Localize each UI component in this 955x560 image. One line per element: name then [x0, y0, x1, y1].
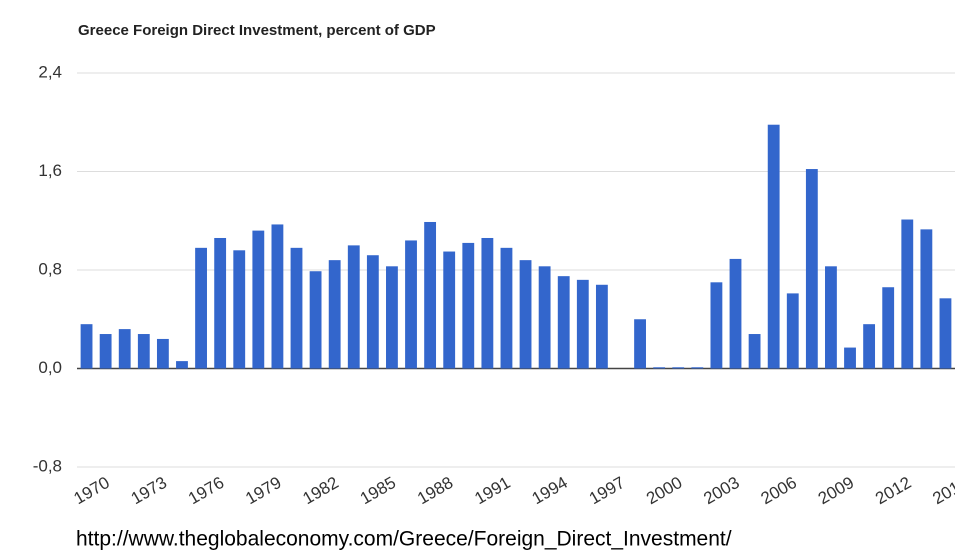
bar	[653, 367, 666, 369]
bar	[156, 338, 169, 369]
x-tick-label: 1985	[357, 473, 399, 508]
bar	[557, 276, 570, 369]
x-tick-label: 1988	[414, 473, 456, 508]
y-tick-label: 2,4	[38, 62, 62, 81]
bar	[405, 240, 417, 369]
bar	[462, 242, 475, 369]
x-tick-label: 1982	[300, 473, 342, 508]
x-tick-label: 1973	[128, 473, 170, 508]
bar	[576, 279, 589, 369]
bar	[519, 260, 532, 369]
bar	[271, 224, 284, 369]
x-tick-label: 1976	[185, 473, 227, 508]
bar	[729, 258, 742, 369]
source: http://www.theglobaleconomy.com/Greece/F…	[76, 528, 732, 551]
bar	[80, 324, 93, 369]
bar	[195, 247, 207, 369]
x-tick-label: 2015	[929, 473, 955, 508]
bar	[118, 329, 131, 369]
bar	[233, 250, 246, 369]
x-tick-label: 1997	[586, 473, 628, 508]
bar	[366, 255, 379, 369]
bar	[767, 124, 780, 369]
x-tick-label: 1991	[471, 473, 513, 508]
bar	[309, 271, 322, 369]
bar	[424, 221, 437, 369]
bar	[214, 237, 227, 369]
bar	[901, 219, 914, 369]
x-tick-label: 1970	[71, 473, 113, 508]
bar	[748, 334, 761, 369]
bar	[672, 367, 685, 369]
x-tick-label: 1994	[529, 473, 571, 508]
bar	[844, 347, 856, 369]
bar	[634, 319, 646, 369]
bar	[825, 266, 837, 369]
y-tick-label: 0,8	[38, 259, 62, 278]
x-tick-label: 2006	[758, 473, 800, 508]
x-tick-label: 2009	[815, 473, 857, 508]
bar	[386, 266, 398, 369]
x-tick-label: 2012	[872, 473, 914, 508]
bar	[328, 260, 341, 369]
y-tick-label: 0,0	[38, 358, 62, 377]
bar	[176, 361, 188, 369]
x-tick-label: 1979	[242, 473, 284, 508]
bar	[882, 287, 895, 369]
bar	[863, 324, 876, 369]
chart-title: Greece Foreign Direct Investment, percen…	[78, 22, 436, 39]
bar	[691, 367, 704, 369]
bar	[99, 334, 112, 369]
bar	[939, 298, 952, 369]
bar	[347, 245, 360, 369]
bar	[786, 293, 799, 369]
bar	[805, 169, 818, 369]
bar	[595, 284, 608, 369]
bar	[443, 251, 456, 369]
bar	[290, 247, 303, 369]
bar	[252, 230, 265, 369]
bar	[710, 282, 723, 369]
bar	[500, 247, 513, 369]
x-tick-label: 2003	[700, 473, 742, 508]
y-tick-label: -0,8	[33, 456, 62, 475]
x-tick-label: 2000	[643, 473, 685, 508]
bar	[481, 237, 494, 369]
y-tick-label: 1,6	[38, 161, 62, 180]
bar	[538, 266, 551, 369]
bar	[137, 334, 150, 369]
bar	[920, 229, 933, 369]
